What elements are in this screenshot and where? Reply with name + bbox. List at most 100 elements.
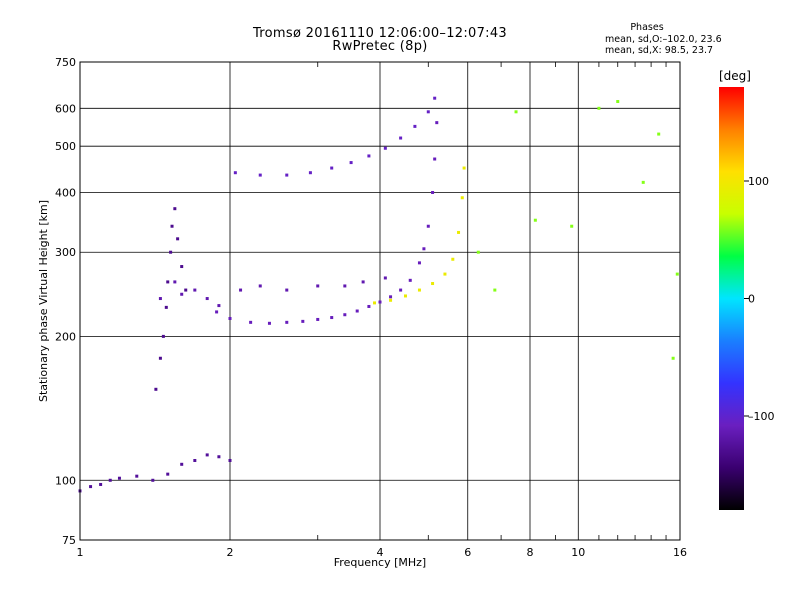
y-tick-label: 75	[62, 534, 76, 547]
data-point	[166, 472, 170, 476]
data-point	[117, 476, 121, 480]
data-point	[433, 96, 437, 100]
trace-series	[215, 121, 439, 325]
data-point	[217, 455, 221, 459]
trace-series	[476, 100, 679, 360]
data-point	[258, 284, 262, 288]
trace-series	[78, 453, 232, 493]
data-point	[426, 224, 430, 228]
data-point	[514, 110, 518, 114]
data-point	[316, 317, 320, 321]
data-point	[267, 321, 271, 325]
data-point	[180, 292, 184, 296]
x-tick-label: 8	[527, 546, 534, 559]
trace-series	[233, 96, 437, 177]
data-point	[166, 280, 170, 284]
data-point	[422, 247, 426, 251]
data-point	[616, 100, 620, 104]
data-point	[443, 272, 447, 276]
data-point	[373, 301, 377, 305]
data-point	[176, 237, 180, 241]
data-point	[435, 121, 439, 125]
data-points	[78, 96, 679, 493]
plot-frame	[79, 61, 681, 541]
colorbar-tick-label: –100	[748, 410, 775, 423]
data-point	[355, 309, 359, 313]
data-point	[173, 280, 177, 284]
data-point	[361, 280, 365, 284]
data-point	[476, 250, 480, 254]
data-point	[89, 485, 93, 489]
data-point	[403, 294, 407, 298]
data-point	[205, 453, 209, 457]
data-point	[457, 230, 461, 234]
y-tick-label: 500	[55, 140, 76, 153]
chart-subtitle: RwPretec (8p)	[332, 39, 428, 54]
data-point	[451, 257, 455, 261]
data-point	[417, 261, 421, 265]
data-point	[258, 173, 262, 177]
y-tick-label: 750	[55, 56, 76, 69]
data-point	[316, 284, 320, 288]
x-tick-label: 10	[571, 546, 585, 559]
colorbar-label: [deg]	[719, 69, 751, 83]
y-tick-label: 300	[55, 246, 76, 259]
data-point	[389, 298, 393, 302]
x-tick-label: 16	[673, 546, 687, 559]
data-point	[413, 124, 417, 128]
data-point	[399, 136, 403, 140]
data-point	[570, 224, 574, 228]
trace-series	[373, 166, 466, 305]
data-point	[675, 272, 679, 276]
data-point	[343, 313, 347, 317]
data-point	[462, 166, 466, 170]
data-point	[170, 224, 174, 228]
data-point	[493, 288, 497, 292]
data-point	[205, 297, 209, 301]
data-point	[399, 288, 403, 292]
data-point	[228, 458, 232, 462]
data-point	[151, 478, 155, 482]
data-point	[367, 304, 371, 308]
data-point	[249, 320, 253, 324]
y-axis-ticks: 75 100 200 300 400 500 600 750	[55, 56, 76, 547]
colorbar	[719, 87, 744, 510]
data-point	[233, 171, 237, 175]
data-point	[173, 207, 177, 211]
x-tick-label: 4	[377, 546, 384, 559]
x-tick-label: 2	[227, 546, 234, 559]
data-point	[180, 462, 184, 466]
x-axis-label: Frequency [MHz]	[334, 556, 426, 569]
data-point	[285, 288, 289, 292]
data-point	[135, 474, 139, 478]
data-point	[378, 300, 382, 304]
data-point	[239, 288, 243, 292]
data-point	[417, 288, 421, 292]
x-tick-label: 1	[77, 546, 84, 559]
data-point	[193, 458, 197, 462]
data-point	[154, 387, 158, 391]
trace-series	[158, 276, 387, 308]
stats-ordinary: mean, sd,O:–102.0, 23.6	[605, 34, 722, 45]
data-point	[169, 250, 173, 254]
data-point	[184, 288, 188, 292]
data-point	[215, 310, 219, 314]
data-point	[161, 334, 165, 338]
data-point	[367, 154, 371, 158]
data-point	[533, 218, 537, 222]
data-point	[330, 166, 334, 170]
data-point	[285, 173, 289, 177]
data-point	[408, 278, 412, 282]
data-point	[285, 320, 289, 324]
data-point	[460, 196, 464, 200]
data-point	[383, 146, 387, 150]
data-point	[597, 106, 601, 110]
y-tick-label: 400	[55, 186, 76, 199]
data-point	[308, 171, 312, 175]
colorbar-ticks: –100 0 100	[744, 175, 775, 423]
data-point	[383, 276, 387, 280]
trace-series	[154, 207, 188, 391]
y-axis-label: Stationary phase Virtual Height [km]	[37, 200, 50, 402]
chart-title: Tromsø 20161110 12:06:00–12:07:43	[252, 26, 508, 41]
